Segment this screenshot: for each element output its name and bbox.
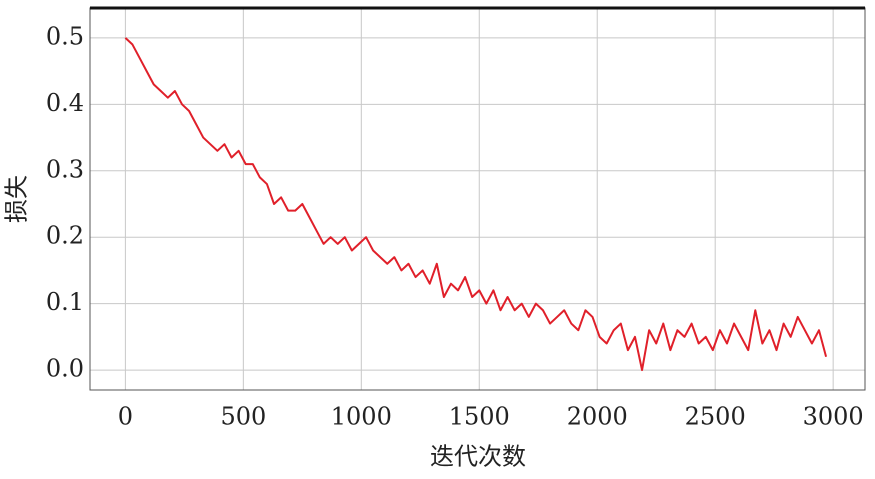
x-tick-label: 2000	[567, 403, 628, 431]
plot-frame	[89, 7, 866, 391]
y-tick-label: 0.3	[46, 155, 84, 183]
y-tick-label: 0.4	[46, 89, 84, 117]
y-tick-label: 0.1	[46, 288, 84, 316]
x-tick-label: 500	[220, 403, 266, 431]
y-tick-label: 0.2	[46, 222, 84, 250]
y-axis-label: 损失	[3, 175, 31, 223]
y-tick-label: 0.5	[46, 22, 84, 50]
x-tick-label: 1500	[449, 403, 510, 431]
x-tick-label: 2500	[685, 403, 746, 431]
y-tick-label: 0.0	[46, 355, 84, 383]
x-tick-label: 3000	[803, 403, 864, 431]
x-axis-label: 迭代次数	[430, 443, 526, 471]
loss-line	[124, 37, 828, 372]
x-tick-label: 0	[118, 403, 133, 431]
x-tick-label: 1000	[331, 403, 392, 431]
